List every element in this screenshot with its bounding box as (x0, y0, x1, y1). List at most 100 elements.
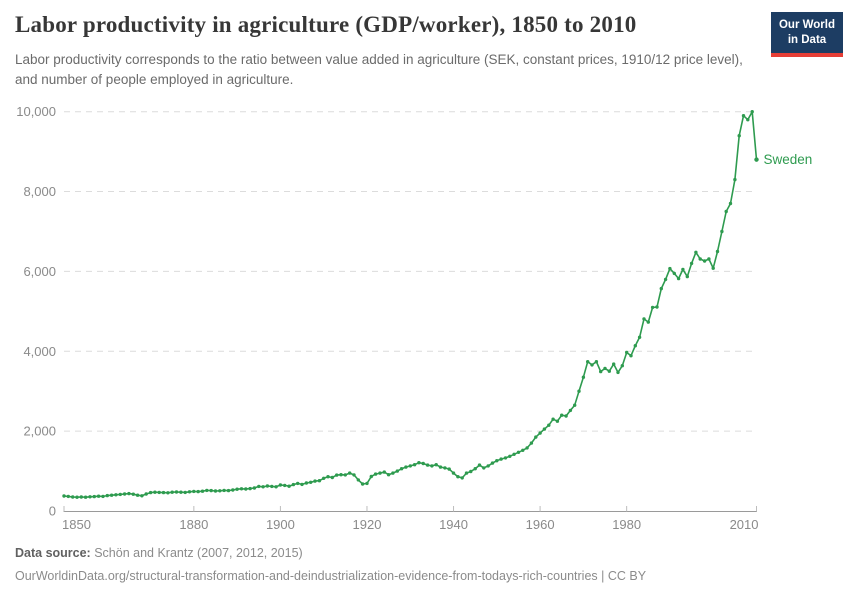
series-point[interactable] (659, 286, 663, 291)
series-point[interactable] (529, 441, 534, 445)
series-point[interactable] (698, 257, 702, 261)
series-point[interactable] (590, 363, 594, 367)
series-point[interactable] (62, 494, 66, 498)
series-point[interactable] (577, 389, 581, 393)
series-point[interactable] (369, 474, 373, 479)
series-point[interactable] (434, 463, 438, 467)
series-point[interactable] (252, 486, 257, 490)
series-point[interactable] (534, 435, 538, 439)
series-point[interactable] (586, 360, 590, 364)
series-point[interactable] (391, 471, 395, 475)
series-point[interactable] (724, 209, 728, 214)
series-point[interactable] (750, 110, 754, 114)
series-point[interactable] (490, 461, 495, 465)
series-point[interactable] (144, 492, 148, 496)
series-point[interactable] (88, 495, 92, 499)
series-point[interactable] (741, 114, 746, 118)
series-point[interactable] (183, 490, 187, 495)
series-point[interactable] (603, 366, 607, 371)
series-point[interactable] (711, 266, 715, 270)
series-point[interactable] (244, 487, 248, 491)
series-point[interactable] (109, 493, 114, 497)
series-point[interactable] (71, 495, 75, 499)
series-point[interactable] (607, 369, 611, 373)
series-point[interactable] (153, 490, 157, 494)
series-point[interactable] (378, 471, 382, 475)
series-point[interactable] (161, 490, 166, 495)
series-point[interactable] (257, 484, 261, 489)
series-point[interactable] (296, 481, 300, 486)
series-point[interactable] (304, 481, 309, 485)
series-point[interactable] (79, 495, 84, 499)
series-point[interactable] (291, 482, 296, 487)
series-point[interactable] (676, 276, 681, 281)
series-point[interactable] (239, 487, 244, 491)
series-point[interactable] (300, 482, 304, 487)
series-point[interactable] (707, 257, 711, 261)
series-point[interactable] (516, 450, 521, 454)
series-point[interactable] (694, 250, 698, 254)
series-point[interactable] (75, 495, 79, 499)
series-point[interactable] (443, 466, 447, 470)
series-point[interactable] (114, 493, 118, 497)
series-point[interactable] (270, 484, 274, 489)
series-point[interactable] (720, 229, 724, 234)
series-point[interactable] (105, 493, 110, 498)
series-point[interactable] (495, 459, 499, 463)
series-point[interactable] (343, 473, 347, 477)
series-point[interactable] (447, 467, 451, 471)
series-point[interactable] (226, 488, 231, 493)
series-point[interactable] (135, 493, 140, 497)
series-point[interactable] (689, 261, 694, 266)
series-point[interactable] (581, 375, 586, 379)
series-point[interactable] (737, 134, 741, 138)
series-point[interactable] (430, 464, 434, 468)
series-point[interactable] (127, 491, 131, 496)
series-point[interactable] (599, 369, 603, 374)
series-point[interactable] (728, 201, 733, 206)
series-point[interactable] (508, 454, 512, 458)
series-point[interactable] (460, 476, 464, 480)
series-point[interactable] (408, 464, 412, 468)
series-point[interactable] (733, 177, 737, 182)
series-point[interactable] (715, 249, 720, 254)
series-point[interactable] (235, 487, 239, 491)
series-line-sweden[interactable] (63, 110, 758, 498)
entity-label-sweden[interactable]: Sweden (764, 152, 813, 167)
series-point[interactable] (451, 471, 456, 475)
series-point[interactable] (96, 494, 101, 498)
series-point[interactable] (521, 448, 525, 452)
series-point[interactable] (278, 483, 283, 487)
series-point[interactable] (170, 490, 174, 494)
series-point[interactable] (101, 494, 105, 499)
series-point[interactable] (469, 469, 473, 474)
series-point[interactable] (187, 490, 192, 494)
series-point[interactable] (685, 274, 689, 279)
series-point[interactable] (174, 490, 179, 494)
series-point[interactable] (261, 485, 265, 489)
series-point[interactable] (274, 485, 278, 489)
series-point[interactable] (564, 414, 568, 418)
series-point[interactable] (551, 417, 555, 421)
series-point[interactable] (633, 344, 637, 348)
series-point[interactable] (339, 473, 343, 477)
series-point[interactable] (287, 484, 291, 488)
series-point[interactable] (373, 472, 378, 476)
series-point[interactable] (663, 277, 668, 282)
series-point[interactable] (360, 482, 365, 486)
series-point[interactable] (179, 490, 183, 494)
series-point[interactable] (365, 481, 369, 486)
series-point[interactable] (248, 486, 252, 491)
series-point[interactable] (140, 494, 144, 498)
series-point[interactable] (655, 305, 659, 309)
series-point[interactable] (317, 479, 322, 483)
series-point[interactable] (330, 475, 334, 480)
series-point[interactable] (118, 492, 123, 497)
series-point[interactable] (672, 271, 676, 276)
series-point[interactable] (213, 489, 218, 493)
series-point[interactable] (283, 483, 287, 488)
series-point[interactable] (218, 489, 222, 493)
series-point[interactable] (746, 118, 750, 122)
series-point[interactable] (404, 465, 408, 469)
series-point[interactable] (421, 461, 425, 466)
